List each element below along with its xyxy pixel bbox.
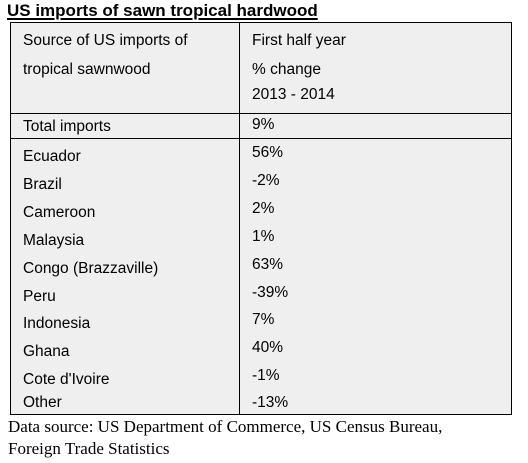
data-source-line-1: Data source: US Department of Commerce, … [8, 417, 443, 436]
data-source-line-2: Foreign Trade Statistics [8, 439, 170, 458]
table-row-source: Cote d'Ivoire [23, 371, 110, 388]
header-change-line-1: First half year [252, 32, 346, 49]
table-row-source: Peru [23, 288, 56, 305]
table-row-source: Cameroon [23, 204, 96, 221]
header-divider [11, 113, 511, 114]
table-row-change: 56% [252, 144, 284, 161]
table-title: US imports of sawn tropical hardwood [7, 1, 318, 20]
column-divider [239, 23, 240, 414]
total-label: Total imports [23, 118, 111, 135]
header-source-line-1: Source of US imports of [23, 32, 188, 49]
table-row-source: Congo (Brazzaville) [23, 260, 159, 277]
header-change-line-2: % change [252, 61, 321, 78]
table-row-change: 7% [252, 311, 275, 328]
table-row-change: 1% [252, 228, 275, 245]
data-source-note: Data source: US Department of Commerce, … [8, 416, 528, 460]
table-row-change: 2% [252, 200, 275, 217]
table-row-change: -2% [252, 172, 280, 189]
header-source-line-2: tropical sawnwood [23, 61, 151, 78]
table-row-change: -1% [252, 367, 280, 384]
total-value: 9% [252, 116, 275, 133]
imports-table: Source of US imports of tropical sawnwoo… [10, 22, 512, 415]
table-row-change: -39% [252, 284, 289, 301]
table-row-change: 63% [252, 256, 284, 273]
table-row-source: Brazil [23, 176, 62, 193]
table-row-source: Indonesia [23, 315, 91, 332]
table-row-change: -13% [252, 394, 289, 411]
table-row-source: Other [23, 394, 62, 411]
table-row-source: Malaysia [23, 232, 85, 249]
header-change-line-3: 2013 - 2014 [252, 86, 335, 103]
table-row-source: Ecuador [23, 148, 81, 165]
table-row-change: 40% [252, 339, 284, 356]
table-row-source: Ghana [23, 343, 70, 360]
total-divider [11, 138, 511, 139]
